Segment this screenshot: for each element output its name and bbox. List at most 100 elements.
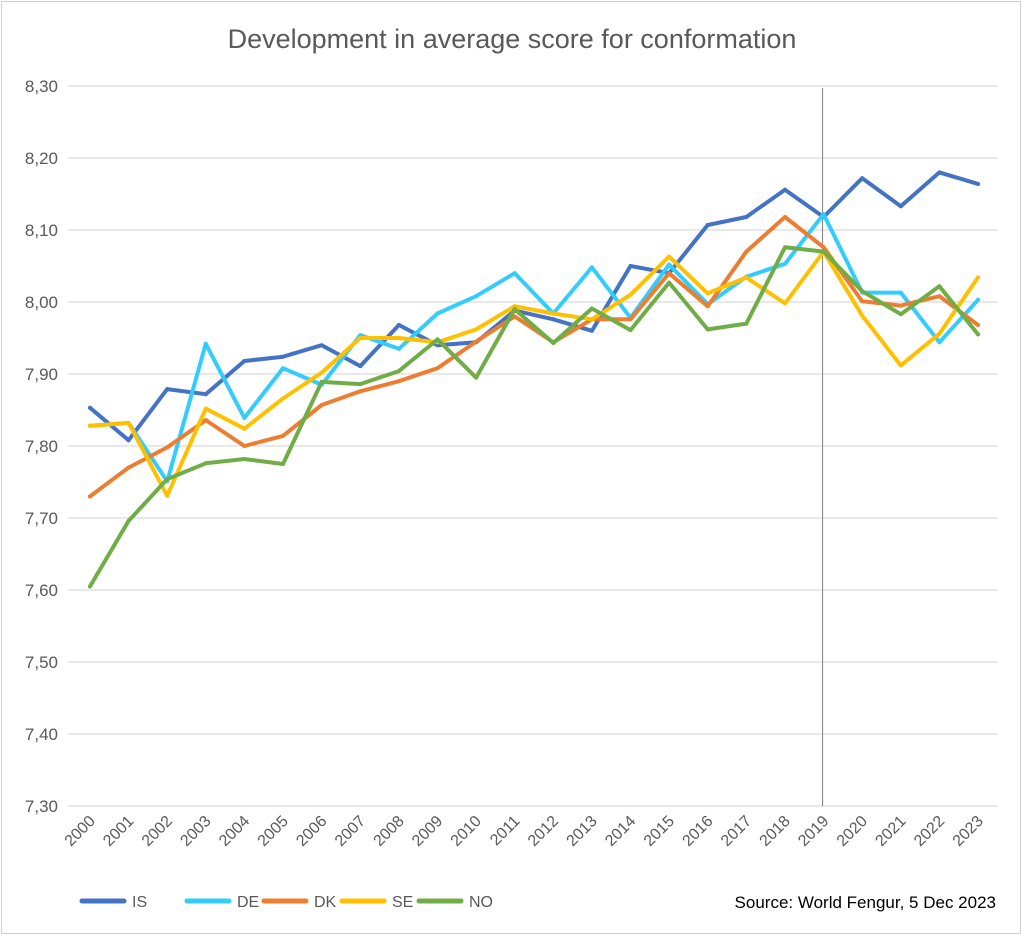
data-point-is: [88, 405, 92, 410]
data-point-is: [744, 215, 749, 219]
data-point-dk: [976, 323, 980, 327]
data-point-de: [474, 294, 479, 299]
y-tick-label: 7,80: [25, 437, 58, 456]
y-tick-label: 7,30: [25, 797, 58, 816]
data-point-dk: [783, 215, 787, 219]
x-tick-label: 2003: [177, 813, 214, 850]
data-point-no: [937, 284, 942, 289]
data-point-dk: [203, 418, 208, 423]
x-tick-label: 2018: [757, 813, 794, 850]
x-tick-label: 2010: [448, 813, 485, 850]
data-point-se: [358, 336, 363, 340]
data-point-no: [667, 280, 672, 285]
x-tick-label: 2020: [834, 813, 871, 850]
x-tick-label: 2002: [139, 813, 176, 850]
x-tick-label: 2006: [293, 813, 330, 850]
data-point-no: [203, 461, 208, 466]
data-point-is: [165, 387, 170, 392]
data-point-no: [860, 289, 865, 294]
x-tick-label: 2005: [255, 813, 292, 850]
legend-label-de: DE: [237, 894, 259, 911]
data-point-no: [358, 382, 363, 387]
data-point-is: [976, 181, 980, 186]
data-point-se: [783, 301, 787, 306]
x-tick-label: 2013: [564, 813, 601, 850]
data-point-se: [589, 317, 594, 322]
series-line-se: [88, 249, 980, 498]
data-point-no: [976, 332, 980, 337]
data-point-no: [821, 249, 826, 254]
data-point-dk: [88, 494, 92, 499]
data-point-no: [126, 518, 131, 523]
data-point-no: [512, 307, 517, 312]
y-tick-label: 7,70: [25, 509, 58, 528]
data-point-no: [396, 369, 401, 374]
gridlines: [68, 85, 998, 807]
x-tick-label: 2019: [795, 813, 832, 850]
data-point-is: [628, 264, 633, 268]
y-tick-label: 8,30: [25, 77, 58, 96]
data-point-se: [744, 275, 749, 280]
data-point-se: [667, 254, 672, 259]
y-tick-label: 7,60: [25, 581, 58, 600]
data-point-se: [319, 370, 324, 375]
data-point-no: [628, 328, 633, 333]
data-point-is: [203, 392, 208, 397]
data-point-de: [898, 290, 903, 295]
x-tick-label: 2007: [332, 813, 369, 850]
data-point-is: [319, 343, 324, 348]
data-point-se: [937, 331, 942, 336]
data-point-de: [396, 346, 401, 351]
data-point-is: [358, 364, 363, 369]
y-tick-label: 7,90: [25, 365, 58, 384]
data-point-se: [512, 304, 517, 309]
x-tick-label: 2016: [679, 813, 716, 850]
y-tick-label: 8,00: [25, 293, 58, 312]
data-point-se: [551, 311, 556, 316]
data-point-is: [937, 170, 942, 175]
data-point-is: [705, 223, 710, 227]
data-point-dk: [435, 366, 440, 371]
data-point-dk: [898, 303, 903, 308]
data-point-dk: [628, 317, 633, 322]
x-tick-label: 2022: [911, 813, 948, 850]
data-point-is: [281, 354, 285, 359]
x-tick-label: 2021: [872, 813, 909, 850]
data-point-is: [242, 359, 247, 363]
y-tick-label: 8,10: [25, 221, 58, 240]
data-point-se: [898, 363, 903, 368]
data-point-se: [165, 493, 170, 498]
x-tick-label: 2023: [950, 813, 987, 850]
legend-label-dk: DK: [314, 894, 337, 911]
data-point-no: [744, 321, 749, 326]
data-point-no: [165, 477, 170, 482]
data-point-is: [860, 176, 865, 181]
data-point-dk: [744, 249, 749, 254]
data-point-de: [589, 265, 594, 270]
data-point-se: [396, 336, 401, 340]
data-point-dk: [165, 445, 170, 450]
data-point-de: [976, 297, 980, 302]
data-point-dk: [281, 433, 285, 438]
x-tick-label: 2009: [409, 813, 446, 850]
data-point-dk: [937, 294, 942, 299]
y-tick-label: 7,40: [25, 725, 58, 744]
data-point-de: [435, 311, 440, 316]
legend-label-no: NO: [469, 894, 493, 911]
data-point-de: [242, 415, 247, 420]
data-point-no: [474, 375, 479, 380]
data-point-is: [551, 317, 556, 322]
x-tick-label: 2012: [525, 813, 562, 850]
data-point-is: [396, 323, 401, 327]
x-tick-label: 2017: [718, 813, 755, 850]
data-point-no: [435, 337, 440, 342]
data-point-is: [126, 438, 131, 443]
data-point-dk: [512, 314, 517, 319]
data-point-se: [474, 327, 479, 332]
data-point-se: [628, 292, 633, 297]
data-point-dk: [474, 339, 479, 344]
x-tick-label: 2014: [602, 813, 639, 850]
series-line-is: [88, 170, 980, 443]
